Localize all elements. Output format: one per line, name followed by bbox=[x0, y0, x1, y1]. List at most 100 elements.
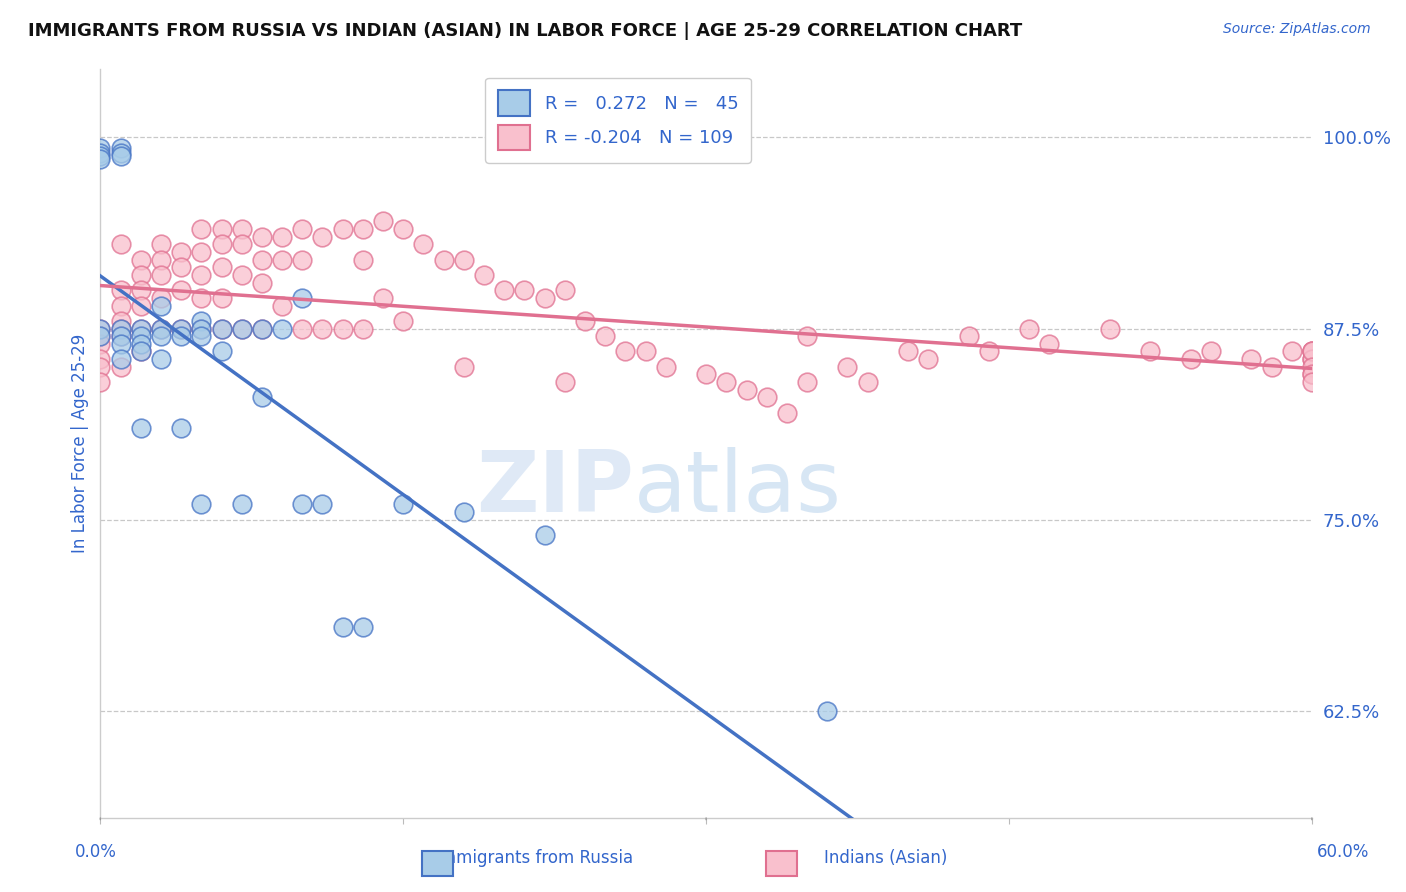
Point bbox=[311, 321, 333, 335]
Point bbox=[453, 252, 475, 267]
Point bbox=[796, 329, 818, 343]
Point bbox=[89, 321, 111, 335]
Point bbox=[1301, 344, 1323, 359]
Point bbox=[231, 268, 253, 282]
Point bbox=[211, 260, 233, 275]
Point bbox=[371, 291, 394, 305]
Point bbox=[89, 329, 111, 343]
Point bbox=[129, 268, 152, 282]
Point bbox=[129, 283, 152, 297]
Point bbox=[554, 375, 576, 389]
Point bbox=[190, 321, 212, 335]
Point bbox=[291, 291, 314, 305]
Point bbox=[110, 321, 132, 335]
Point bbox=[211, 237, 233, 252]
Point bbox=[776, 406, 799, 420]
Point bbox=[170, 283, 193, 297]
Point bbox=[250, 321, 273, 335]
Point bbox=[311, 497, 333, 511]
Point bbox=[190, 314, 212, 328]
Text: ZIP: ZIP bbox=[475, 447, 634, 530]
Point bbox=[371, 214, 394, 228]
Point bbox=[1098, 321, 1121, 335]
Point bbox=[392, 497, 415, 511]
Point bbox=[311, 229, 333, 244]
Point bbox=[533, 291, 555, 305]
Point bbox=[89, 152, 111, 166]
Point bbox=[110, 329, 132, 343]
Point bbox=[231, 237, 253, 252]
Point bbox=[1260, 359, 1282, 374]
Point bbox=[1301, 368, 1323, 382]
Text: 60.0%: 60.0% bbox=[1316, 843, 1369, 861]
Point bbox=[149, 352, 172, 367]
Point bbox=[129, 336, 152, 351]
Point bbox=[170, 321, 193, 335]
Point bbox=[453, 359, 475, 374]
Point bbox=[291, 321, 314, 335]
Point bbox=[1180, 352, 1202, 367]
Point bbox=[211, 321, 233, 335]
Point bbox=[1199, 344, 1222, 359]
Point bbox=[957, 329, 980, 343]
Point bbox=[110, 283, 132, 297]
Point bbox=[129, 344, 152, 359]
Point bbox=[211, 291, 233, 305]
Text: 0.0%: 0.0% bbox=[75, 843, 117, 861]
Point bbox=[170, 245, 193, 260]
Point bbox=[231, 222, 253, 236]
Point bbox=[190, 291, 212, 305]
Point bbox=[716, 375, 738, 389]
Point bbox=[190, 245, 212, 260]
Point bbox=[332, 620, 354, 634]
Point bbox=[190, 329, 212, 343]
Point bbox=[89, 145, 111, 160]
Point bbox=[1301, 352, 1323, 367]
Point bbox=[1038, 336, 1060, 351]
Point bbox=[352, 252, 374, 267]
Point bbox=[149, 291, 172, 305]
Point bbox=[110, 141, 132, 155]
Point bbox=[392, 314, 415, 328]
Point bbox=[1240, 352, 1263, 367]
Point bbox=[271, 299, 294, 313]
Point bbox=[1301, 352, 1323, 367]
Point bbox=[149, 268, 172, 282]
Legend: R =   0.272   N =   45, R = -0.204   N = 109: R = 0.272 N = 45, R = -0.204 N = 109 bbox=[485, 78, 751, 163]
Point bbox=[1281, 344, 1303, 359]
Point bbox=[695, 368, 717, 382]
Point bbox=[1301, 359, 1323, 374]
Point bbox=[89, 375, 111, 389]
Point bbox=[129, 344, 152, 359]
Point bbox=[291, 252, 314, 267]
Point bbox=[110, 321, 132, 335]
Point bbox=[250, 252, 273, 267]
Point bbox=[149, 329, 172, 343]
Point bbox=[110, 336, 132, 351]
Point bbox=[110, 145, 132, 160]
Point bbox=[149, 321, 172, 335]
Point bbox=[472, 268, 495, 282]
Point bbox=[170, 329, 193, 343]
Point bbox=[897, 344, 920, 359]
Point bbox=[837, 359, 859, 374]
Point bbox=[89, 352, 111, 367]
Point bbox=[190, 222, 212, 236]
Point bbox=[129, 321, 152, 335]
Point bbox=[211, 344, 233, 359]
Point bbox=[1301, 375, 1323, 389]
Point bbox=[190, 321, 212, 335]
Point bbox=[129, 252, 152, 267]
Y-axis label: In Labor Force | Age 25-29: In Labor Force | Age 25-29 bbox=[72, 334, 89, 553]
Point bbox=[190, 268, 212, 282]
Point bbox=[110, 299, 132, 313]
Point bbox=[149, 237, 172, 252]
Point bbox=[271, 229, 294, 244]
Point bbox=[856, 375, 879, 389]
Point bbox=[89, 321, 111, 335]
Text: Immigrants from Russia: Immigrants from Russia bbox=[436, 849, 633, 867]
Point bbox=[149, 299, 172, 313]
Point bbox=[211, 222, 233, 236]
Point bbox=[211, 321, 233, 335]
Point bbox=[231, 321, 253, 335]
